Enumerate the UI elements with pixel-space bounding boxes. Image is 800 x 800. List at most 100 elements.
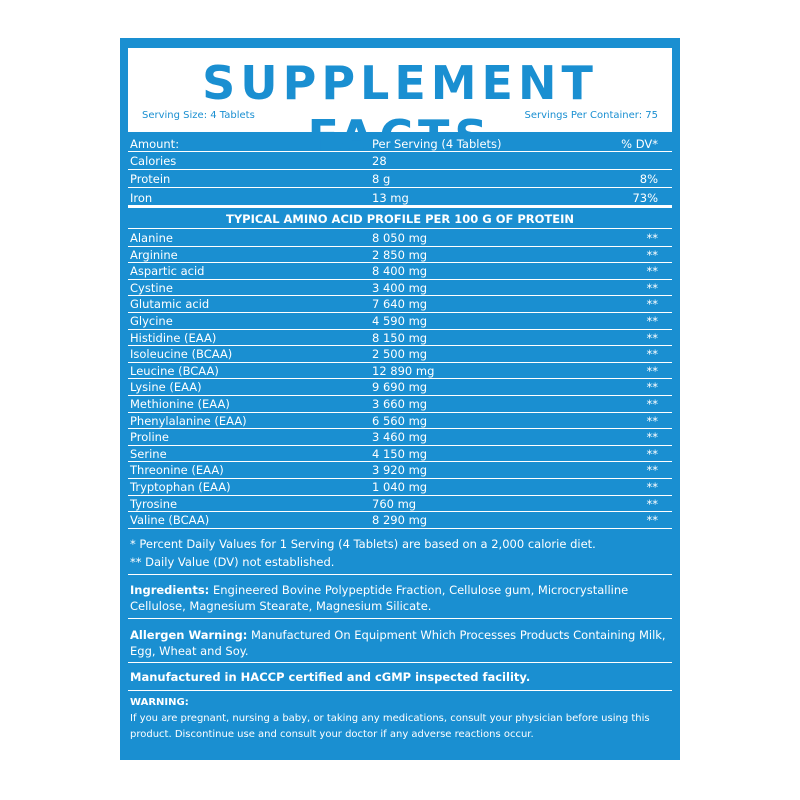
separator	[128, 662, 672, 663]
amino-row-cell: 4 150 mg	[372, 446, 428, 461]
amino-heading: TYPICAL AMINO ACID PROFILE PER 100 G OF …	[128, 210, 672, 229]
ingredients-label: Ingredients:	[130, 583, 210, 597]
amino-row-cell: **	[646, 231, 659, 245]
warning: WARNING: If you are pregnant, nursing a b…	[130, 695, 670, 743]
amino-row-cell: Glutamic acid	[130, 297, 210, 312]
ingredients-text: Engineered Bovine Polypeptide Fraction, …	[130, 583, 629, 613]
amino-row-cell: Histidine (EAA)	[130, 330, 217, 345]
nutrient-row-cell: 8%	[639, 172, 658, 186]
ingredients: Ingredients: Engineered Bovine Polypepti…	[130, 582, 670, 614]
amino-row-cell: **	[646, 363, 659, 378]
title: SUPPLEMENT FACTS	[202, 56, 598, 164]
amino-row-cell: 3 660 mg	[372, 397, 428, 411]
amino-row-cell: **	[646, 513, 659, 528]
warning-label: WARNING:	[130, 697, 189, 708]
serving-size: Serving Size: 4 Tablets	[142, 110, 255, 121]
manufacturing: Manufactured in HACCP certified and cGMP…	[130, 670, 531, 684]
amino-row-cell: Valine (BCAA)	[130, 513, 210, 528]
amino-row: Methionine (EAA) 3 660 mg **	[128, 396, 672, 413]
amino-row-cell: **	[646, 347, 659, 362]
amino-row-cell: Proline	[130, 430, 169, 445]
column-header-cell: % DV*	[621, 137, 658, 151]
column-header: Amount: Per Serving (4 Tablets) % DV*	[128, 136, 672, 152]
amino-row-cell: **	[646, 480, 659, 494]
separator	[128, 618, 672, 619]
header: SUPPLEMENT FACTS Serving Size: 4 Tablets…	[128, 48, 672, 164]
amino-row-cell: Methionine (EAA)	[130, 397, 230, 411]
amino-row-cell: Tyrosine	[130, 496, 178, 511]
amino-row-cell: Cystine	[130, 280, 173, 295]
separator	[128, 690, 672, 691]
amino-row-cell: 8 150 mg	[372, 330, 428, 345]
nutrient-row-cell: Calories	[130, 154, 177, 168]
allergen-text: Manufactured On Equipment Which Processe…	[130, 628, 666, 658]
amino-row-cell: **	[646, 380, 659, 395]
amino-row: Tryptophan (EAA) 1 040 mg **	[128, 479, 672, 496]
amino-row-cell: 2 850 mg	[372, 247, 428, 262]
amino-row-cell: 3 400 mg	[372, 280, 428, 295]
amino-row: Cystine 3 400 mg **	[128, 280, 672, 297]
nutrient-row-cell: Iron	[130, 191, 153, 205]
amino-row-cell: 8 290 mg	[372, 513, 428, 528]
amino-row-cell: 3 920 mg	[372, 463, 428, 478]
amino-row: Lysine (EAA) 9 690 mg **	[128, 379, 672, 396]
footnote: ** Daily Value (DV) not established.	[130, 555, 335, 569]
amino-row-cell: 4 590 mg	[372, 314, 428, 328]
amino-row-cell: **	[646, 463, 659, 478]
nutrient-row-cell: 13 mg	[372, 191, 409, 205]
nutrient-row: Iron 13 mg 73%	[128, 189, 672, 208]
amino-row: Arginine 2 850 mg **	[128, 247, 672, 264]
amino-row-cell: Aspartic acid	[130, 264, 205, 279]
nutrient-row-cell: 73%	[632, 191, 658, 205]
amino-row-cell: 760 mg	[372, 496, 417, 511]
column-header-cell: Amount:	[130, 137, 180, 151]
facts-panel: SUPPLEMENT FACTS Serving Size: 4 Tablets…	[120, 38, 680, 760]
amino-row-cell: **	[646, 397, 659, 411]
amino-row-cell: Arginine	[130, 247, 178, 262]
amino-row: Tyrosine 760 mg **	[128, 496, 672, 513]
amino-row: Glutamic acid 7 640 mg **	[128, 296, 672, 313]
amino-row-cell: Threonine (EAA)	[130, 463, 224, 478]
amino-row-cell: 7 640 mg	[372, 297, 428, 312]
amino-row: Isoleucine (BCAA) 2 500 mg **	[128, 346, 672, 363]
allergen: Allergen Warning: Manufactured On Equipm…	[130, 627, 670, 659]
nutrient-row: Protein 8 g 8%	[128, 170, 672, 188]
footnote: * Percent Daily Values for 1 Serving (4 …	[130, 537, 596, 551]
warning-text: If you are pregnant, nursing a baby, or …	[130, 713, 650, 740]
amino-row-cell: **	[646, 413, 659, 428]
amino-row-cell: **	[646, 430, 659, 445]
amino-row-cell: 8 050 mg	[372, 231, 428, 245]
amino-row: Histidine (EAA) 8 150 mg **	[128, 330, 672, 347]
amino-row: Leucine (BCAA) 12 890 mg **	[128, 363, 672, 380]
amino-row-cell: **	[646, 247, 659, 262]
amino-row-cell: 6 560 mg	[372, 413, 428, 428]
nutrient-row-cell: Protein	[130, 172, 171, 186]
amino-row-cell: 3 460 mg	[372, 430, 428, 445]
amino-row-cell: 9 690 mg	[372, 380, 428, 395]
amino-row-cell: **	[646, 314, 659, 328]
amino-row-cell: 8 400 mg	[372, 264, 428, 279]
amino-row-cell: 12 890 mg	[372, 363, 435, 378]
amino-row-cell: **	[646, 330, 659, 345]
amino-row-cell: 2 500 mg	[372, 347, 428, 362]
allergen-label: Allergen Warning:	[130, 628, 248, 642]
amino-row: Phenylalanine (EAA) 6 560 mg **	[128, 413, 672, 430]
amino-row-cell: **	[646, 264, 659, 279]
amino-row-cell: Leucine (BCAA)	[130, 363, 219, 378]
amino-row-cell: Lysine (EAA)	[130, 380, 202, 395]
amino-row-cell: Glycine	[130, 314, 173, 328]
amino-row-cell: **	[646, 297, 659, 312]
amino-row: Valine (BCAA) 8 290 mg **	[128, 512, 672, 529]
amino-row-cell: Isoleucine (BCAA)	[130, 347, 233, 362]
amino-row-cell: **	[646, 280, 659, 295]
amino-row-cell: Alanine	[130, 231, 173, 245]
column-header-cell: Per Serving (4 Tablets)	[372, 137, 502, 151]
amino-row-cell: Phenylalanine (EAA)	[130, 413, 247, 428]
amino-row-cell: **	[646, 496, 659, 511]
amino-row: Glycine 4 590 mg **	[128, 313, 672, 330]
nutrient-row-cell: 28	[372, 154, 387, 168]
amino-row: Aspartic acid 8 400 mg **	[128, 263, 672, 280]
amino-row-cell: **	[646, 446, 659, 461]
amino-row: Proline 3 460 mg **	[128, 429, 672, 446]
